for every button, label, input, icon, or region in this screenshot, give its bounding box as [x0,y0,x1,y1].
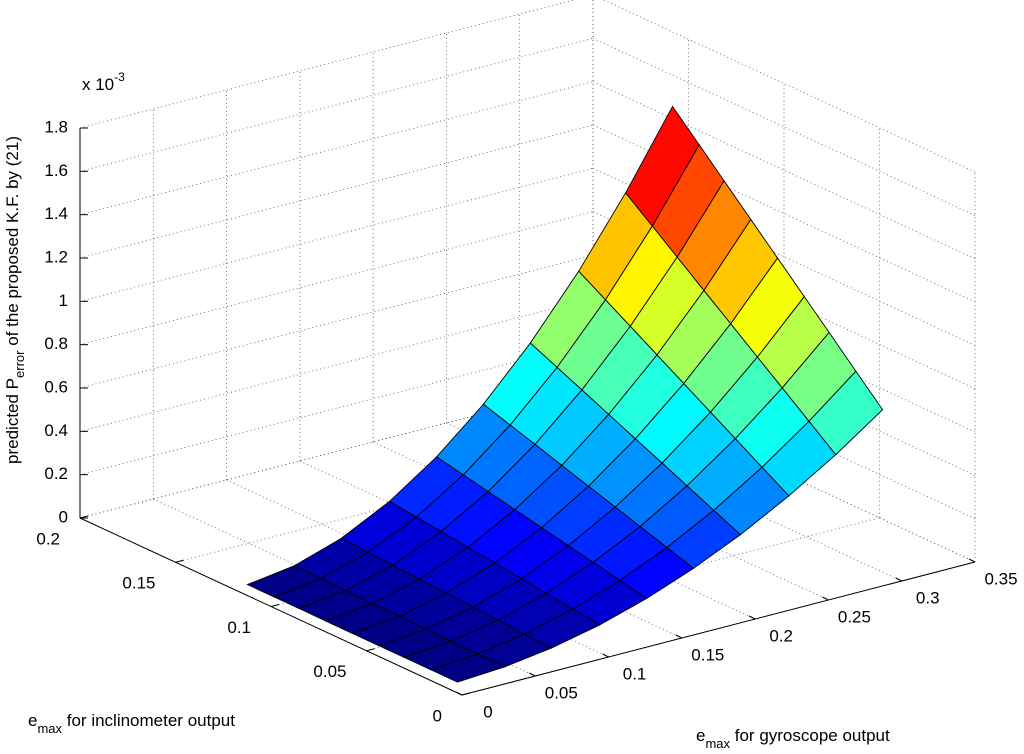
y-axis-label: emax for inclinometer output [28,711,235,736]
y-tick [461,692,471,696]
z-tick-label: 0 [59,507,68,526]
x-tick [895,577,902,582]
x-tick [968,558,976,563]
grid-line [79,211,594,346]
grid-line [79,341,594,476]
x-tick [822,596,829,601]
x-tick [675,634,683,639]
z-tick-label: 1.8 [44,117,68,136]
grid-line [79,167,594,302]
x-label-sub: max [705,736,730,751]
x-tick-label: 0.3 [916,588,940,607]
y-tick-label: 0 [433,706,442,725]
x-label-a: e [696,726,705,745]
x-tick-label: 0.1 [623,664,647,683]
x-tick-label: 0.35 [984,569,1017,588]
y-label-sub: max [37,721,62,736]
y-tick-label: 0.1 [227,618,251,637]
z-tick-label: 1.2 [44,247,68,266]
y-tick-label: 0.15 [122,574,155,593]
y-tick [270,604,280,607]
x-label-b: for gyroscope output [730,726,890,745]
x-tick-label: 0.15 [691,645,724,664]
labels: x 10-3 predicted Perror of the proposed … [3,70,1017,751]
x-tick-label: 0.2 [769,626,793,645]
grid-line [79,254,594,389]
exp-power: -3 [114,70,125,84]
z-tick-label: 0.2 [44,464,68,483]
x-tick-label: 0.05 [545,683,578,702]
x-axis-label: emax for gyroscope output [696,726,890,751]
y-tick-label: 0.2 [36,529,60,548]
grid-line [602,0,976,173]
exp-base: x 10 [82,75,114,94]
x-tick-label: 0.25 [838,607,871,626]
x-tick [602,653,609,658]
z-exponent: x 10-3 [82,70,125,94]
x-tick [455,691,463,696]
z-tick-label: 1.4 [44,204,68,223]
x-tick-label: 0 [483,702,492,721]
z-tick-label: 1.6 [44,161,68,180]
y-tick [175,559,184,563]
x-tick [529,672,536,677]
grid-line [79,384,594,519]
z-tick-label: 1 [59,291,68,310]
y-tick-label: 0.05 [313,662,346,681]
surface [246,105,884,683]
z-axis-label: predicted Perror of the proposed K.F. by… [3,136,27,464]
z-label-sub: error [12,350,27,378]
grid-line [79,297,594,432]
z-tick-label: 0.8 [44,334,68,353]
y-tick [79,515,89,519]
z-label-b: of the proposed K.F. by (21) [3,136,22,351]
y-label-b: for inclinometer output [62,711,235,730]
y-label-a: e [28,711,37,730]
grid-line [79,124,594,259]
x-axis [461,561,976,696]
grid-line [79,81,594,216]
x-tick [748,615,756,620]
y-tick [366,648,375,652]
grid-line [79,37,594,172]
z-tick-label: 0.6 [44,377,68,396]
surface-face [429,653,506,683]
grid-line [79,0,576,129]
z-label-a: predicted P [3,378,22,464]
z-tick-label: 0.4 [44,421,68,440]
